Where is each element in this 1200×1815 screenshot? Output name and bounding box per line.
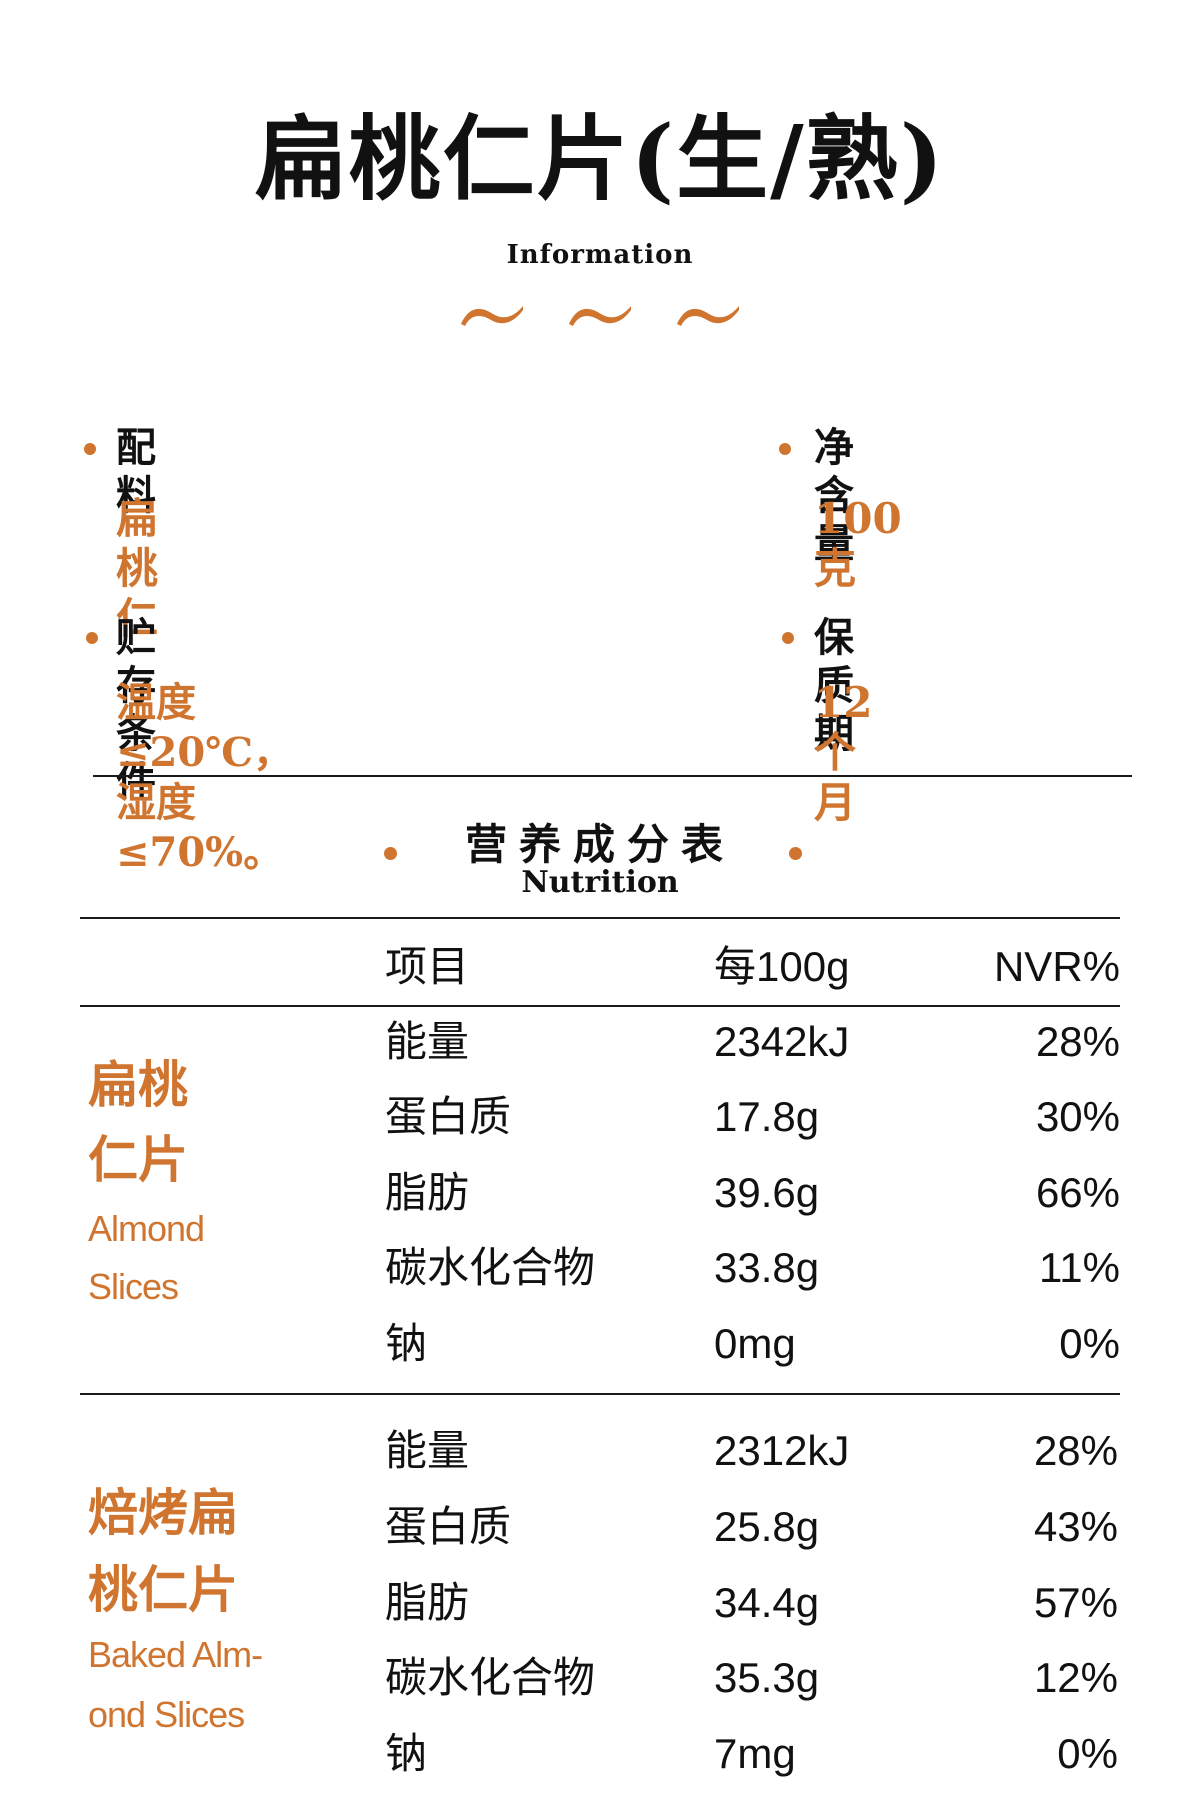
- section-rule: [80, 1393, 1120, 1395]
- nutrient-nvr: 12%: [1033, 1654, 1118, 1701]
- nutrient-amount: 0mg: [714, 1320, 796, 1367]
- nutrient-name: 能量: [385, 1018, 470, 1065]
- storage-label: 贮存条件: [116, 614, 168, 805]
- section-name-en: Baked Alm-: [88, 1634, 263, 1675]
- nutrient-nvr: 0%: [1057, 1730, 1118, 1777]
- net-content-label: 净含量: [814, 424, 866, 567]
- tilde-icon: [569, 306, 631, 326]
- table-top-rule: [80, 917, 1120, 919]
- section-name-cn: 仁片: [88, 1130, 188, 1189]
- nutrient-nvr: 30%: [1035, 1093, 1120, 1140]
- nutrient-name: 能量: [385, 1427, 470, 1474]
- nutrition-title: 营养成分表: [464, 820, 735, 869]
- tilde-icon: [461, 306, 523, 326]
- shelf-life-label: 保质期: [814, 614, 866, 757]
- nutrient-nvr: 57%: [1033, 1579, 1118, 1626]
- bullet-icon: [789, 847, 802, 860]
- nutrient-nvr: 66%: [1035, 1169, 1120, 1216]
- section-divider: [93, 775, 1132, 777]
- nutrient-amount: 39.6g: [714, 1169, 820, 1216]
- nutrient-amount: 2312kJ: [714, 1427, 850, 1474]
- nutrient-name: 蛋白质: [385, 1093, 512, 1140]
- bullet-icon: [779, 443, 791, 455]
- nutrient-nvr: 28%: [1035, 1018, 1120, 1065]
- nutrient-amount: 33.8g: [714, 1244, 820, 1291]
- nutrient-name: 脂肪: [385, 1169, 470, 1216]
- bullet-icon: [782, 632, 794, 644]
- nutrient-name: 蛋白质: [385, 1503, 512, 1550]
- section-name-cn: 焙烤扁: [88, 1483, 238, 1542]
- header-item: 项目: [385, 943, 470, 990]
- nutrient-amount: 25.8g: [714, 1503, 820, 1550]
- nutrient-name: 钠: [385, 1730, 428, 1777]
- section-name-en: Slices: [88, 1266, 179, 1307]
- nutrient-name: 钠: [385, 1320, 428, 1367]
- section-name-cn: 扁桃: [88, 1055, 188, 1114]
- ingredients-label: 配料: [116, 424, 168, 519]
- section-name-cn: 桃仁片: [88, 1560, 238, 1619]
- nutrient-amount: 17.8g: [714, 1093, 820, 1140]
- section-name-en: ond Slices: [88, 1694, 245, 1735]
- ingredients-value: 扁桃仁: [116, 494, 159, 643]
- bullet-icon: [84, 443, 96, 455]
- nutrient-amount: 2342kJ: [714, 1018, 850, 1065]
- nutrient-amount: 35.3g: [714, 1654, 820, 1701]
- bullet-icon: [384, 847, 397, 860]
- header-nvr: NVR%: [993, 943, 1120, 990]
- net-content-value: 100克: [814, 494, 902, 593]
- storage-value: 温度≤20℃，湿度≤70%。: [116, 679, 294, 876]
- header-per-100g: 每100g: [714, 943, 850, 990]
- tilde-decoration: [0, 300, 1200, 328]
- shelf-life-value: 12个月: [814, 678, 873, 827]
- tilde-icon: [677, 306, 739, 326]
- nutrition-subtitle: Nutrition: [521, 865, 679, 900]
- nutrient-nvr: 11%: [1039, 1244, 1120, 1291]
- page-title: 扁桃仁片(生/熟): [254, 105, 946, 213]
- nutrient-name: 碳水化合物: [385, 1244, 596, 1291]
- section-name-en: Almond: [88, 1208, 205, 1249]
- nutrient-nvr: 0%: [1059, 1320, 1120, 1367]
- page-subtitle: Information: [506, 240, 694, 270]
- table-header-rule: [80, 1005, 1120, 1007]
- nutrient-amount: 7mg: [714, 1730, 796, 1777]
- nutrient-nvr: 28%: [1033, 1427, 1118, 1474]
- nutrient-name: 碳水化合物: [385, 1654, 596, 1701]
- nutrient-amount: 34.4g: [714, 1579, 820, 1626]
- nutrient-nvr: 43%: [1033, 1503, 1118, 1550]
- bullet-icon: [86, 632, 98, 644]
- nutrient-name: 脂肪: [385, 1579, 470, 1626]
